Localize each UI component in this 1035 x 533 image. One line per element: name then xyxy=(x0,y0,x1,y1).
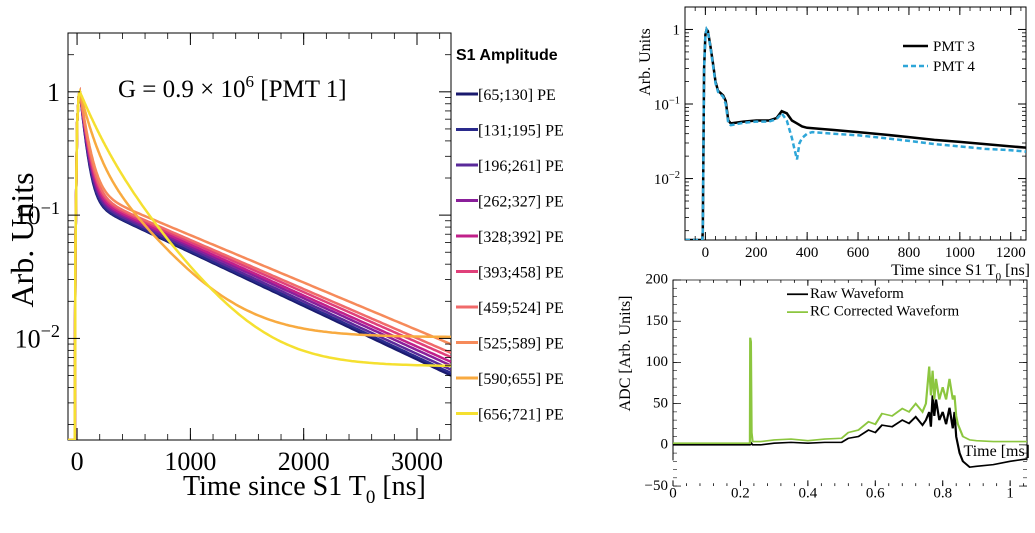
legend: [65;130] PE [131;195] PE [196;261] PE [262;… xyxy=(456,87,564,424)
x-tick-label: 0 xyxy=(71,447,84,476)
legend-label: [590;655] PE xyxy=(478,371,564,388)
series-line xyxy=(68,91,451,440)
x-tick-label: 1000 xyxy=(945,245,975,261)
y-tick-label: −50 xyxy=(645,478,668,494)
x-tick-label: 0 xyxy=(669,485,677,501)
x-axis-label: Time since S1 T0 [ns] xyxy=(183,471,426,508)
series-line xyxy=(68,91,451,440)
legend: Raw Waveform RC Corrected Waveform xyxy=(787,286,959,320)
x-axis-label: Time [ms] xyxy=(964,443,1030,460)
series-line xyxy=(68,86,451,440)
legend-label: Raw Waveform xyxy=(810,286,904,302)
series-line xyxy=(68,86,451,440)
x-tick-label: 800 xyxy=(898,245,921,261)
series-line xyxy=(68,87,451,440)
x-tick-label: 400 xyxy=(796,245,819,261)
y-tick-label: 10−1 xyxy=(15,198,60,230)
legend-label: [656;721] PE xyxy=(478,407,564,424)
series-line xyxy=(685,26,1026,240)
y-tick-label: 0 xyxy=(660,437,668,453)
y-axis-label: Arb. Units xyxy=(4,172,40,307)
series-line xyxy=(68,91,451,440)
x-axis-label: Time since S1 T0 [ns] xyxy=(891,262,1030,283)
series-line xyxy=(68,87,451,440)
y-tick-label: 50 xyxy=(653,395,668,411)
y-tick-label: 10−1 xyxy=(654,95,680,113)
plot-frame xyxy=(684,6,1027,241)
legend-label: [328;392] PE xyxy=(478,229,564,246)
legend-label: [196;261] PE xyxy=(478,158,564,175)
y-axis-label: Arb. Units xyxy=(637,28,654,96)
y-tick-label: 10−2 xyxy=(15,321,60,353)
x-tick-label: 3000 xyxy=(391,447,443,476)
x-tick-label: 2000 xyxy=(278,447,330,476)
series-line xyxy=(685,25,1026,240)
series-curves xyxy=(68,86,451,440)
y-tick-label: 1 xyxy=(673,23,681,39)
y-tick-label: 100 xyxy=(646,354,668,370)
series-curves xyxy=(685,25,1026,240)
y-tick-label: 1 xyxy=(47,78,60,107)
chart-main-amplitude: 0 1000 2000 3000 1 10−1 10−2 Arb. Units Time s… xyxy=(4,32,564,508)
x-tick-label: 0.8 xyxy=(933,485,952,501)
x-tick-label: 0.4 xyxy=(798,485,817,501)
x-tick-label: 1 xyxy=(1006,485,1014,501)
y-tick-label: 150 xyxy=(646,313,668,329)
x-tick-label: 600 xyxy=(847,245,870,261)
axis-ticks: 0 200 400 600 800 1000 1200 1 10−1 10−2 xyxy=(654,6,1026,261)
legend-label: PMT 3 xyxy=(933,39,975,55)
legend-label: [131;195] PE xyxy=(478,123,564,140)
y-axis-label: ADC [Arb. Units] xyxy=(617,295,634,411)
series-line xyxy=(68,88,451,440)
x-tick-label: 1000 xyxy=(164,447,216,476)
y-tick-label: 10−2 xyxy=(654,170,680,188)
chart-pmt-comparison: 0 200 400 600 800 1000 1200 1 10−1 10−2 Arb. Unit… xyxy=(637,6,1030,283)
x-tick-label: 200 xyxy=(745,245,768,261)
x-tick-label: 0 xyxy=(702,245,710,261)
legend-label: RC Corrected Waveform xyxy=(810,304,959,320)
x-tick-label: 0.6 xyxy=(866,485,885,501)
legend: PMT 3 PMT 4 xyxy=(903,39,975,75)
legend-label: [525;589] PE xyxy=(478,336,564,353)
series-curves xyxy=(673,337,1027,468)
legend-label: [393;458] PE xyxy=(478,265,564,282)
legend-label: [459;524] PE xyxy=(478,300,564,317)
plot-frame-visible xyxy=(672,279,1028,461)
legend-label: [65;130] PE xyxy=(478,87,556,104)
legend-label: [262;327] PE xyxy=(478,194,564,211)
legend-label: PMT 4 xyxy=(933,59,975,75)
series-line xyxy=(68,87,451,440)
legend-title: S1 Amplitude xyxy=(456,47,558,64)
series-line xyxy=(673,337,1027,444)
x-tick-label: 0.2 xyxy=(731,485,750,501)
series-line xyxy=(68,91,451,440)
y-tick-label: 200 xyxy=(646,272,668,288)
axis-ticks: 0 1000 2000 3000 1 10−1 10−2 xyxy=(15,32,451,476)
x-tick-label: 1200 xyxy=(996,245,1026,261)
gain-annotation: G = 0.9 × 106 [PMT 1] xyxy=(118,72,347,103)
plot-frame xyxy=(67,32,452,441)
series-line xyxy=(673,395,1027,468)
